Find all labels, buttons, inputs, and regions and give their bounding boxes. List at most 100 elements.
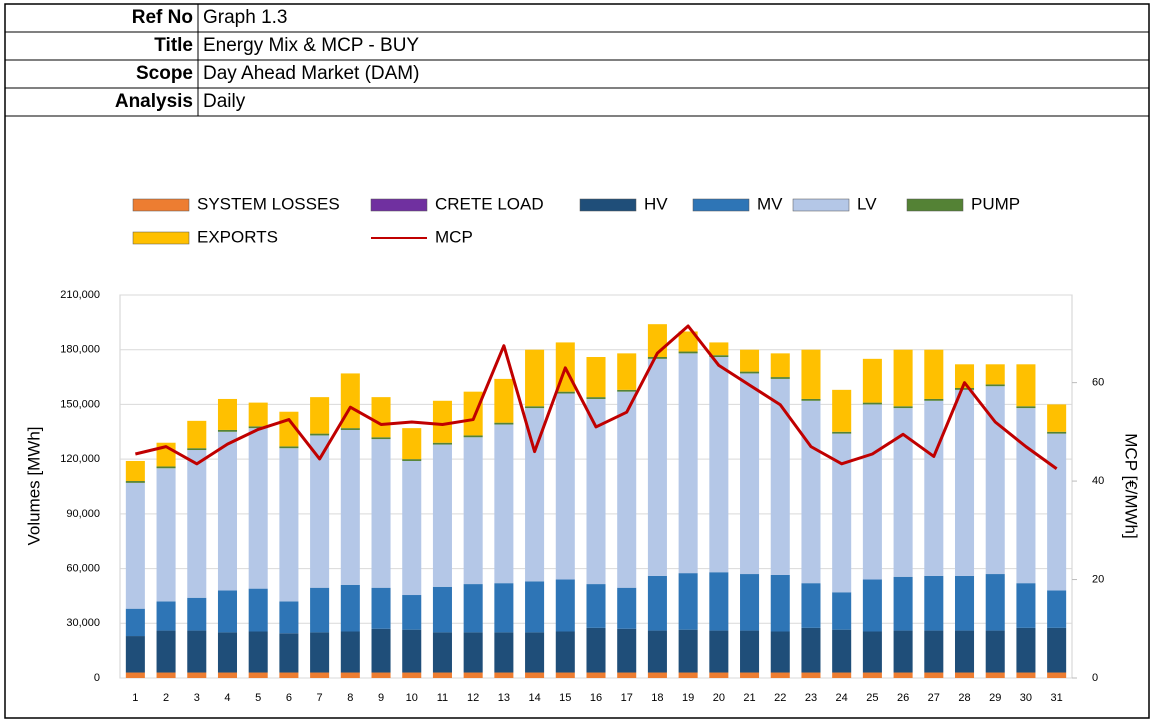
bar-segment [248, 428, 268, 589]
x-tick-label: 13 [498, 692, 510, 704]
bar-segment [801, 349, 821, 399]
x-tick-label: 1 [132, 692, 138, 704]
bar-segment [893, 349, 913, 407]
x-tick-label: 22 [774, 692, 786, 704]
y-tick-label: 180,000 [60, 344, 100, 356]
bar-segment [617, 391, 637, 588]
bar-segment [340, 429, 360, 585]
y-tick-label: 90,000 [66, 508, 100, 520]
bar-segment [371, 628, 391, 673]
bar-segment [709, 630, 729, 673]
bar-segment [709, 672, 729, 678]
bar-segment [279, 601, 299, 634]
y-tick-label: 60,000 [66, 562, 100, 574]
bar-segment [125, 672, 145, 678]
bar-segment [647, 357, 667, 359]
bar-segment [862, 358, 882, 403]
bar-segment [678, 672, 698, 678]
bar-segment [740, 574, 760, 631]
bar-segment [647, 358, 667, 576]
x-tick-label: 19 [682, 692, 694, 704]
x-tick-label: 15 [559, 692, 571, 704]
bar-segment [586, 397, 606, 399]
legend-label: PUMP [971, 194, 1020, 213]
bar-segment [924, 575, 944, 631]
bar-segment [217, 431, 238, 591]
header-label: Ref No [132, 7, 193, 28]
bar-segment [494, 424, 514, 584]
bar-segment [770, 378, 790, 575]
x-tick-label: 8 [347, 692, 353, 704]
bar-segment [217, 590, 238, 633]
bar-segment [371, 397, 391, 438]
bar-segment [525, 349, 545, 407]
bar-segment [248, 672, 268, 678]
bar-segment [1047, 404, 1067, 432]
bar-segment [279, 446, 299, 449]
bar-segment [678, 573, 698, 630]
bar-segment [463, 632, 483, 673]
bar-segment [217, 632, 238, 673]
y-tick-label: 210,000 [60, 289, 100, 301]
bar-segment [187, 450, 207, 598]
bar-segment [770, 574, 790, 632]
x-tick-label: 25 [866, 692, 878, 704]
bar-segment [954, 388, 975, 390]
bar-segment [187, 448, 207, 451]
bar-segment [1047, 431, 1067, 434]
bar-segment [862, 404, 882, 580]
x-tick-label: 31 [1051, 692, 1063, 704]
bar-segment [740, 630, 760, 673]
bar-segment [125, 460, 145, 482]
bar-segment [494, 672, 514, 678]
bar-segment [1047, 627, 1067, 673]
bar-segment [709, 572, 729, 631]
bar-segment [310, 433, 330, 436]
x-tick-label: 2 [163, 692, 169, 704]
legend-swatch [792, 198, 850, 212]
bar-segment [310, 435, 330, 588]
bar-segment [954, 364, 975, 389]
bar-segment [156, 630, 176, 673]
bar-segment [954, 630, 975, 673]
bar-segment [924, 630, 944, 673]
x-tick-label: 28 [958, 692, 970, 704]
bar-segment [893, 408, 913, 577]
legend-label: MV [757, 194, 783, 213]
bar-segment [770, 672, 790, 678]
bar-segment [770, 377, 790, 379]
bar-segment [248, 588, 268, 632]
legend-label: EXPORTS [197, 227, 278, 246]
bar-segment [678, 629, 698, 673]
bar-segment [832, 433, 852, 593]
x-tick-label: 9 [378, 692, 384, 704]
bar-segment [555, 672, 575, 678]
bar-segment [340, 428, 360, 430]
bar-segment [893, 630, 913, 673]
bar-segment [1047, 433, 1067, 591]
bar-segment [924, 398, 944, 401]
bar-segment [463, 672, 483, 678]
header-value: Graph 1.3 [203, 7, 288, 28]
bar-segment [494, 632, 514, 673]
bar-segment [801, 400, 821, 584]
bar-segment [310, 397, 330, 434]
bar-segment [801, 398, 821, 401]
bar-segment [985, 386, 1005, 575]
bar-segment [125, 608, 145, 637]
bar-segment [1047, 590, 1067, 628]
header-value: Day Ahead Market (DAM) [203, 63, 419, 84]
bar-segment [525, 672, 545, 678]
bar-segment [125, 482, 145, 609]
bar-segment [617, 389, 637, 392]
bar-segment [555, 393, 575, 580]
legend-swatch [692, 198, 750, 212]
bar-segment [248, 631, 268, 673]
bar-segment [985, 672, 1005, 678]
bar-segment [555, 579, 575, 632]
y-tick-label: 30,000 [66, 617, 100, 629]
y-tick-label: 0 [94, 672, 100, 684]
bar-segment [862, 672, 882, 678]
bar-segment [893, 672, 913, 678]
